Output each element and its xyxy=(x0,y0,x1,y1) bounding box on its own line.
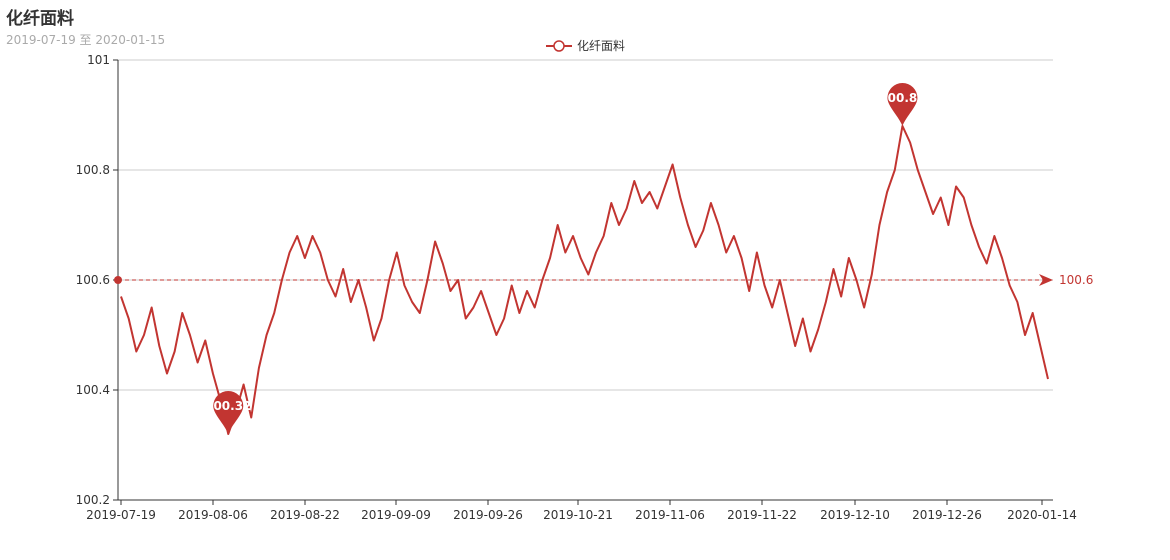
mark-line-arrow xyxy=(1039,274,1053,286)
x-tick-label: 2019-12-10 xyxy=(820,508,890,522)
x-tick-label: 2020-01-14 xyxy=(1007,508,1077,522)
x-tick-label: 2019-08-22 xyxy=(270,508,340,522)
x-tick-label: 2019-09-26 xyxy=(453,508,523,522)
y-tick-label: 100.6 xyxy=(76,273,110,287)
x-tick-label: 2019-10-21 xyxy=(543,508,613,522)
y-tick-label: 101 xyxy=(87,53,110,67)
y-tick-label: 100.8 xyxy=(76,163,110,177)
mark-point-label-max: 100.88 xyxy=(879,91,925,105)
x-tick-label: 2019-11-06 xyxy=(635,508,705,522)
legend-symbol-circle xyxy=(553,40,565,52)
x-tick-label: 2019-11-22 xyxy=(727,508,797,522)
series-line xyxy=(120,125,1049,435)
axes: 100.2 100.4 100.6 100.8 101 2019-07-19 2019-08… xyxy=(76,53,1077,522)
mark-point-label-min: 100.32 xyxy=(205,399,251,413)
x-tick-label: 2019-12-26 xyxy=(912,508,982,522)
mark-point-pin-max xyxy=(887,83,918,126)
legend-label[interactable]: 化纤面料 xyxy=(577,39,625,53)
x-tick-label: 2019-09-09 xyxy=(361,508,431,522)
mark-line-label: 100.6 xyxy=(1059,273,1093,287)
grid-lines xyxy=(118,59,1053,391)
mark-layer: 100.6 100.88 100.32 xyxy=(114,83,1093,434)
chart-subtitle: 2019-07-19 至 2020-01-15 xyxy=(6,33,166,47)
y-tick-label: 100.4 xyxy=(76,383,110,397)
chart-title: 化纤面料 xyxy=(6,9,74,29)
legend[interactable]: 化纤面料 xyxy=(546,39,625,53)
x-tick-label: 2019-07-19 xyxy=(86,508,156,522)
x-tick-label: 2019-08-06 xyxy=(178,508,248,522)
y-tick-label: 100.2 xyxy=(76,493,110,507)
series-layer xyxy=(120,125,1049,435)
mark-point-pin-min xyxy=(213,391,244,434)
